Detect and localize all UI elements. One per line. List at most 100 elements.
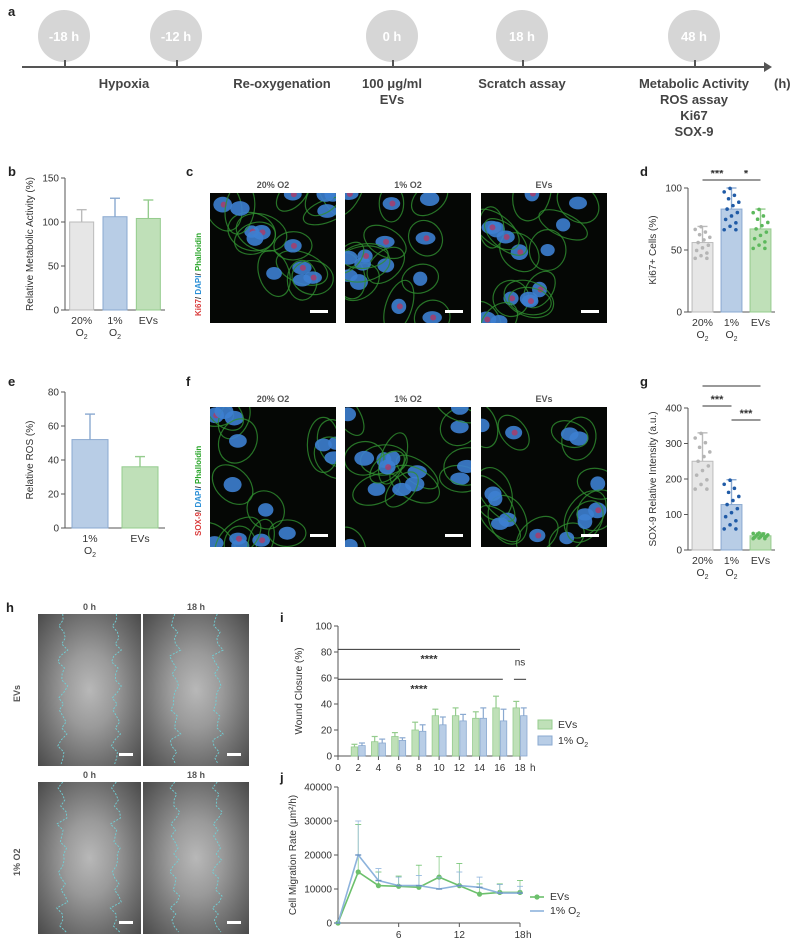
timeline-event-2: 100 μg/ml EVs bbox=[362, 76, 422, 107]
data-point bbox=[734, 227, 738, 232]
data-point bbox=[697, 445, 702, 450]
data-point bbox=[763, 536, 767, 541]
legend-swatch bbox=[537, 719, 553, 730]
micro-c-stain-label: Ki67/ DAPI/ Phalloidin bbox=[194, 232, 203, 316]
data-point bbox=[693, 436, 697, 440]
x-tick-label: EVs bbox=[751, 317, 770, 329]
scratch-evs-0h bbox=[38, 614, 141, 766]
bar bbox=[378, 742, 386, 757]
y-tick-label: 50 bbox=[671, 246, 683, 257]
timeline-arrowhead-icon bbox=[764, 62, 772, 72]
x-tick-label: EVs bbox=[130, 533, 149, 545]
nucleus bbox=[450, 420, 469, 434]
marker-stain bbox=[511, 429, 518, 436]
x-tick-label: 10 bbox=[434, 763, 446, 774]
nucleus bbox=[314, 438, 332, 452]
cell-outline bbox=[235, 212, 288, 252]
x-tick-label: 1% bbox=[724, 555, 739, 567]
data-point bbox=[763, 240, 767, 244]
data-point bbox=[731, 498, 735, 503]
cell-outline bbox=[550, 420, 589, 449]
bar bbox=[102, 216, 128, 311]
bar bbox=[439, 724, 447, 757]
data-point bbox=[697, 232, 702, 237]
cell-outline bbox=[275, 193, 310, 212]
cell-outline bbox=[481, 505, 521, 543]
scale-bar bbox=[445, 310, 463, 313]
nucleus bbox=[490, 315, 508, 323]
cell-outline bbox=[345, 407, 365, 436]
micrograph-c-1pct bbox=[345, 193, 471, 323]
cell-outline bbox=[538, 209, 588, 241]
timeline-axis bbox=[22, 66, 768, 68]
wound-edge-line bbox=[109, 782, 122, 933]
bar bbox=[720, 208, 743, 313]
y-tick-label: 200 bbox=[665, 475, 682, 486]
nucleus bbox=[214, 407, 234, 419]
wound-edge-line bbox=[169, 782, 181, 933]
scale-bar bbox=[227, 753, 241, 756]
cell-outline bbox=[233, 221, 276, 255]
data-point bbox=[476, 891, 483, 897]
marker-stain bbox=[235, 535, 242, 542]
cell-outline bbox=[210, 407, 244, 431]
y-tick-label: 60 bbox=[321, 674, 333, 685]
marker-stain bbox=[503, 233, 510, 240]
data-point bbox=[757, 243, 761, 247]
bar bbox=[431, 715, 440, 757]
data-point bbox=[703, 230, 708, 234]
chart-i: 0 20 40 60 80 100 0 2 4 6 8 10 12 14 16 18 h Wound Closur… bbox=[294, 622, 588, 775]
cell-outline bbox=[246, 490, 285, 530]
micrograph-f-20pct bbox=[210, 407, 336, 547]
scratch-col-1-b: 18 h bbox=[186, 770, 205, 780]
y-tick-label: 80 bbox=[321, 648, 333, 659]
cell-outline bbox=[503, 279, 555, 319]
data-point bbox=[694, 473, 699, 477]
x-unit-label: h bbox=[530, 763, 536, 774]
x-tick-label: 18 bbox=[514, 763, 526, 774]
scale-bar bbox=[581, 534, 599, 537]
data-point bbox=[696, 240, 700, 245]
nucleus bbox=[556, 218, 571, 232]
data-point bbox=[355, 869, 361, 875]
timeline-milestone-3: 18 h bbox=[496, 10, 548, 62]
micrograph-cells bbox=[345, 193, 451, 323]
y-tick-label: 30000 bbox=[304, 817, 332, 828]
micro-f-stain-label: SOX-9/ DAPI/ Phalloidin bbox=[194, 445, 203, 536]
nucleus bbox=[345, 269, 358, 282]
data-point bbox=[728, 478, 732, 483]
series-line-0 bbox=[337, 870, 520, 924]
panel-label-i: i bbox=[280, 610, 284, 625]
bar bbox=[371, 741, 379, 757]
scale-bar bbox=[445, 534, 463, 537]
data-point bbox=[722, 527, 726, 531]
x-tick-label: O2 bbox=[725, 567, 737, 581]
data-point bbox=[705, 256, 709, 261]
nucleus bbox=[491, 517, 509, 530]
cell-outline bbox=[435, 407, 471, 424]
cell-outline bbox=[224, 193, 256, 235]
y-tick-label: 0 bbox=[676, 546, 682, 557]
panel-label-g: g bbox=[640, 374, 648, 389]
data-point bbox=[726, 490, 731, 495]
timeline-milestone-0: -18 h bbox=[38, 10, 90, 62]
cell-outline bbox=[273, 231, 313, 261]
cell-outline bbox=[401, 263, 440, 294]
nucleus bbox=[278, 526, 296, 540]
scale-bar bbox=[119, 753, 133, 756]
cell-outline bbox=[481, 407, 499, 449]
cell-outline bbox=[528, 229, 567, 272]
data-point bbox=[751, 210, 755, 215]
scale-bar bbox=[581, 310, 599, 313]
nucleus bbox=[230, 201, 250, 216]
nucleus bbox=[229, 434, 247, 448]
chart-g: 0 100 200 300 400 SOX-9 Relative Intensity (a… bbox=[648, 380, 775, 581]
micro-c-header-0: 20% O2 bbox=[256, 180, 290, 190]
y-tick-label: 100 bbox=[42, 218, 59, 229]
panel-label-j: j bbox=[280, 770, 284, 785]
data-point bbox=[732, 193, 737, 198]
nucleus bbox=[246, 230, 264, 246]
marker-stain bbox=[383, 238, 390, 245]
data-point bbox=[731, 203, 735, 208]
significance-label: *** bbox=[711, 394, 725, 406]
